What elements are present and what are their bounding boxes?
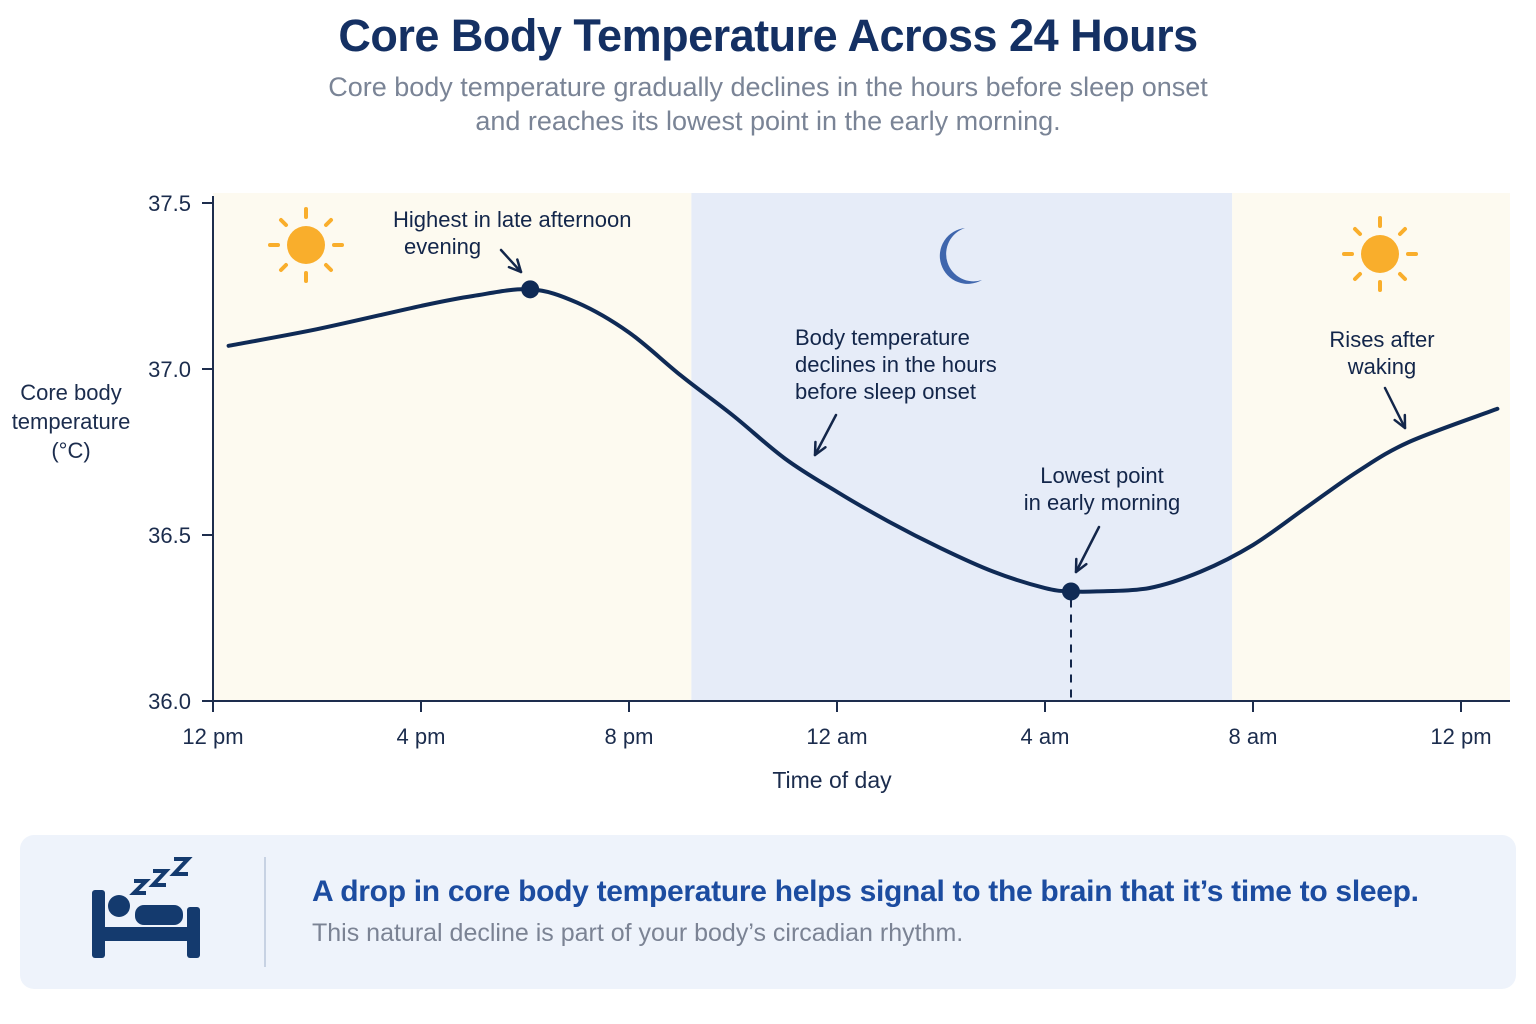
subtitle-line: Core body temperature gradually declines… <box>328 72 1208 102</box>
y-axis-label-line: temperature <box>11 409 131 434</box>
data-point <box>521 280 540 299</box>
rise-annotation: Rises after waking <box>1312 326 1452 380</box>
annotation-line: declines in the hours <box>795 352 997 377</box>
annotation-line: Body temperature <box>795 325 970 350</box>
subtitle-line: and reaches its lowest point in the earl… <box>475 106 1061 136</box>
panel-message: A drop in core body temperature helps si… <box>312 875 1419 908</box>
arrow-shaft <box>1383 386 1407 430</box>
x-tick-label: 12 am <box>806 724 867 749</box>
lowest-annotation: Lowest point in early morning <box>1002 462 1202 516</box>
chart-title: Core Body Temperature Across 24 Hours <box>338 10 1198 61</box>
panel-divider <box>264 857 266 967</box>
temperature-line <box>226 287 1500 594</box>
y-tick-label: 37.0 <box>148 357 191 382</box>
arrow-head <box>1393 413 1407 430</box>
chart-subtitle: Core body temperature gradually declines… <box>0 70 1536 138</box>
arrow-head <box>1074 557 1088 574</box>
arrow-head <box>813 440 827 457</box>
data-point <box>1062 582 1080 601</box>
annotation-arrow <box>499 248 523 274</box>
annotation-arrow <box>813 413 838 457</box>
arrow-shaft <box>499 248 523 274</box>
x-axis-label: Time of day <box>772 767 892 793</box>
x-tick-label: 4 am <box>1021 724 1070 749</box>
y-axis-label: Core body temperature (°C) <box>0 378 142 465</box>
temperature-chart: 36.0 36.5 37.0 37.5 12 pm 4 pm 8 pm 12 am 4 am 8 … <box>148 191 1510 793</box>
y-tick-label: 37.5 <box>148 191 191 216</box>
annotation-line: in early morning <box>1023 490 1181 515</box>
y-axis-label-line: (°C) <box>51 438 91 463</box>
panel-submessage: This natural decline is part of your bod… <box>312 919 964 947</box>
annotation-line: Rises after <box>1329 327 1435 352</box>
x-tick-label: 12 pm <box>182 724 243 749</box>
x-tick-label: 12 pm <box>1430 724 1491 749</box>
annotation-line: before sleep onset <box>795 379 977 404</box>
sleeping-bed-icon <box>92 857 200 958</box>
moon-icon <box>939 228 982 284</box>
annotation-line: Highest in late afternoon <box>393 207 632 232</box>
annotation-arrow <box>1383 386 1407 430</box>
peak-annotation: Highest in late afternoon evening <box>393 206 632 260</box>
y-tick-label: 36.5 <box>148 523 191 548</box>
arrow-head <box>507 258 523 274</box>
daytime-band <box>213 193 692 701</box>
sun-icon <box>1342 216 1418 292</box>
x-tick-label: 8 am <box>1229 724 1278 749</box>
decline-annotation: Body temperature declines in the hours b… <box>795 324 997 405</box>
info-panel: A drop in core body temperature helps si… <box>20 835 1516 989</box>
sun-icon <box>268 207 344 283</box>
night-band <box>691 193 1233 701</box>
daytime-band <box>1232 193 1510 701</box>
annotation-line: Lowest point <box>1040 463 1164 488</box>
arrow-shaft <box>813 413 838 457</box>
x-tick-label: 4 pm <box>397 724 446 749</box>
annotation-line: evening <box>404 234 482 259</box>
annotation-arrow <box>1074 525 1101 574</box>
y-tick-label: 36.0 <box>148 689 191 714</box>
y-axis-label-line: Core body <box>20 380 122 405</box>
annotation-line: waking <box>1347 354 1417 379</box>
arrow-shaft <box>1074 525 1101 574</box>
x-tick-label: 8 pm <box>605 724 654 749</box>
